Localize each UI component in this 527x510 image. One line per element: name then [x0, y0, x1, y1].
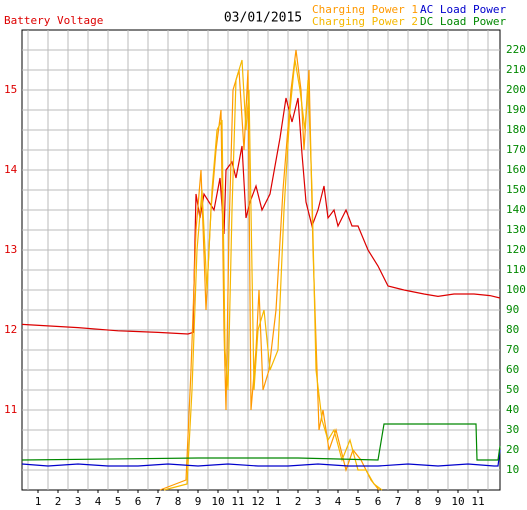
y2-tick-label: 90 — [506, 303, 519, 316]
y2-tick-label: 220 — [506, 43, 526, 56]
x-tick-label: 4 — [335, 495, 342, 508]
x-tick-label: 6 — [375, 495, 382, 508]
y-tick-label: 11 — [4, 403, 17, 416]
x-tick-label: 12 — [251, 495, 264, 508]
y-tick-label: 12 — [4, 323, 17, 336]
x-tick-label: 1 — [35, 495, 42, 508]
x-tick-label: 8 — [175, 495, 182, 508]
series-line — [21, 449, 501, 467]
x-tick-label: 9 — [435, 495, 442, 508]
y-tick-label: 15 — [4, 83, 17, 96]
y2-tick-label: 130 — [506, 223, 526, 236]
x-tick-label: 8 — [415, 495, 422, 508]
legend-label: DC Load Power — [420, 15, 506, 28]
y2-tick-label: 160 — [506, 163, 526, 176]
x-tick-label: 10 — [451, 495, 464, 508]
chart-title: 03/01/2015 — [224, 11, 302, 26]
x-tick-label: 9 — [195, 495, 202, 508]
legend-label: AC Load Power — [420, 3, 506, 16]
legend-label: Charging Power 1 — [312, 3, 418, 16]
y2-tick-label: 170 — [506, 143, 526, 156]
y2-tick-label: 30 — [506, 423, 519, 436]
y2-tick-label: 200 — [506, 83, 526, 96]
y2-tick-label: 180 — [506, 123, 526, 136]
x-tick-label: 11 — [231, 495, 244, 508]
legend-label: Charging Power 2 — [312, 15, 418, 28]
plot-frame — [21, 29, 501, 491]
x-tick-label: 2 — [55, 495, 62, 508]
x-tick-label: 11 — [471, 495, 484, 508]
x-tick-label: 3 — [315, 495, 322, 508]
y2-tick-label: 40 — [506, 403, 519, 416]
x-tick-label: 2 — [295, 495, 302, 508]
series-line — [21, 423, 501, 461]
x-tick-label: 5 — [355, 495, 362, 508]
y2-tick-label: 10 — [506, 463, 519, 476]
x-tick-label: 10 — [211, 495, 224, 508]
y2-tick-label: 20 — [506, 443, 519, 456]
series-line — [163, 59, 383, 491]
y-axis-title: Battery Voltage — [4, 14, 103, 27]
y2-tick-label: 60 — [506, 363, 519, 376]
y2-tick-label: 110 — [506, 263, 526, 276]
y2-tick-label: 190 — [506, 103, 526, 116]
x-tick-label: 5 — [115, 495, 122, 508]
y2-tick-label: 100 — [506, 283, 526, 296]
x-tick-label: 4 — [95, 495, 102, 508]
y2-tick-label: 70 — [506, 343, 519, 356]
x-tick-label: 7 — [155, 495, 162, 508]
x-tick-label: 1 — [275, 495, 282, 508]
y-tick-label: 13 — [4, 243, 17, 256]
y2-tick-label: 120 — [506, 243, 526, 256]
y2-tick-label: 50 — [506, 383, 519, 396]
y2-tick-label: 150 — [506, 183, 526, 196]
x-tick-label: 3 — [75, 495, 82, 508]
y-tick-label: 14 — [4, 163, 18, 176]
y2-tick-label: 140 — [506, 203, 526, 216]
x-tick-label: 7 — [395, 495, 402, 508]
y2-tick-label: 210 — [506, 63, 526, 76]
x-tick-label: 6 — [135, 495, 142, 508]
y2-tick-label: 80 — [506, 323, 519, 336]
